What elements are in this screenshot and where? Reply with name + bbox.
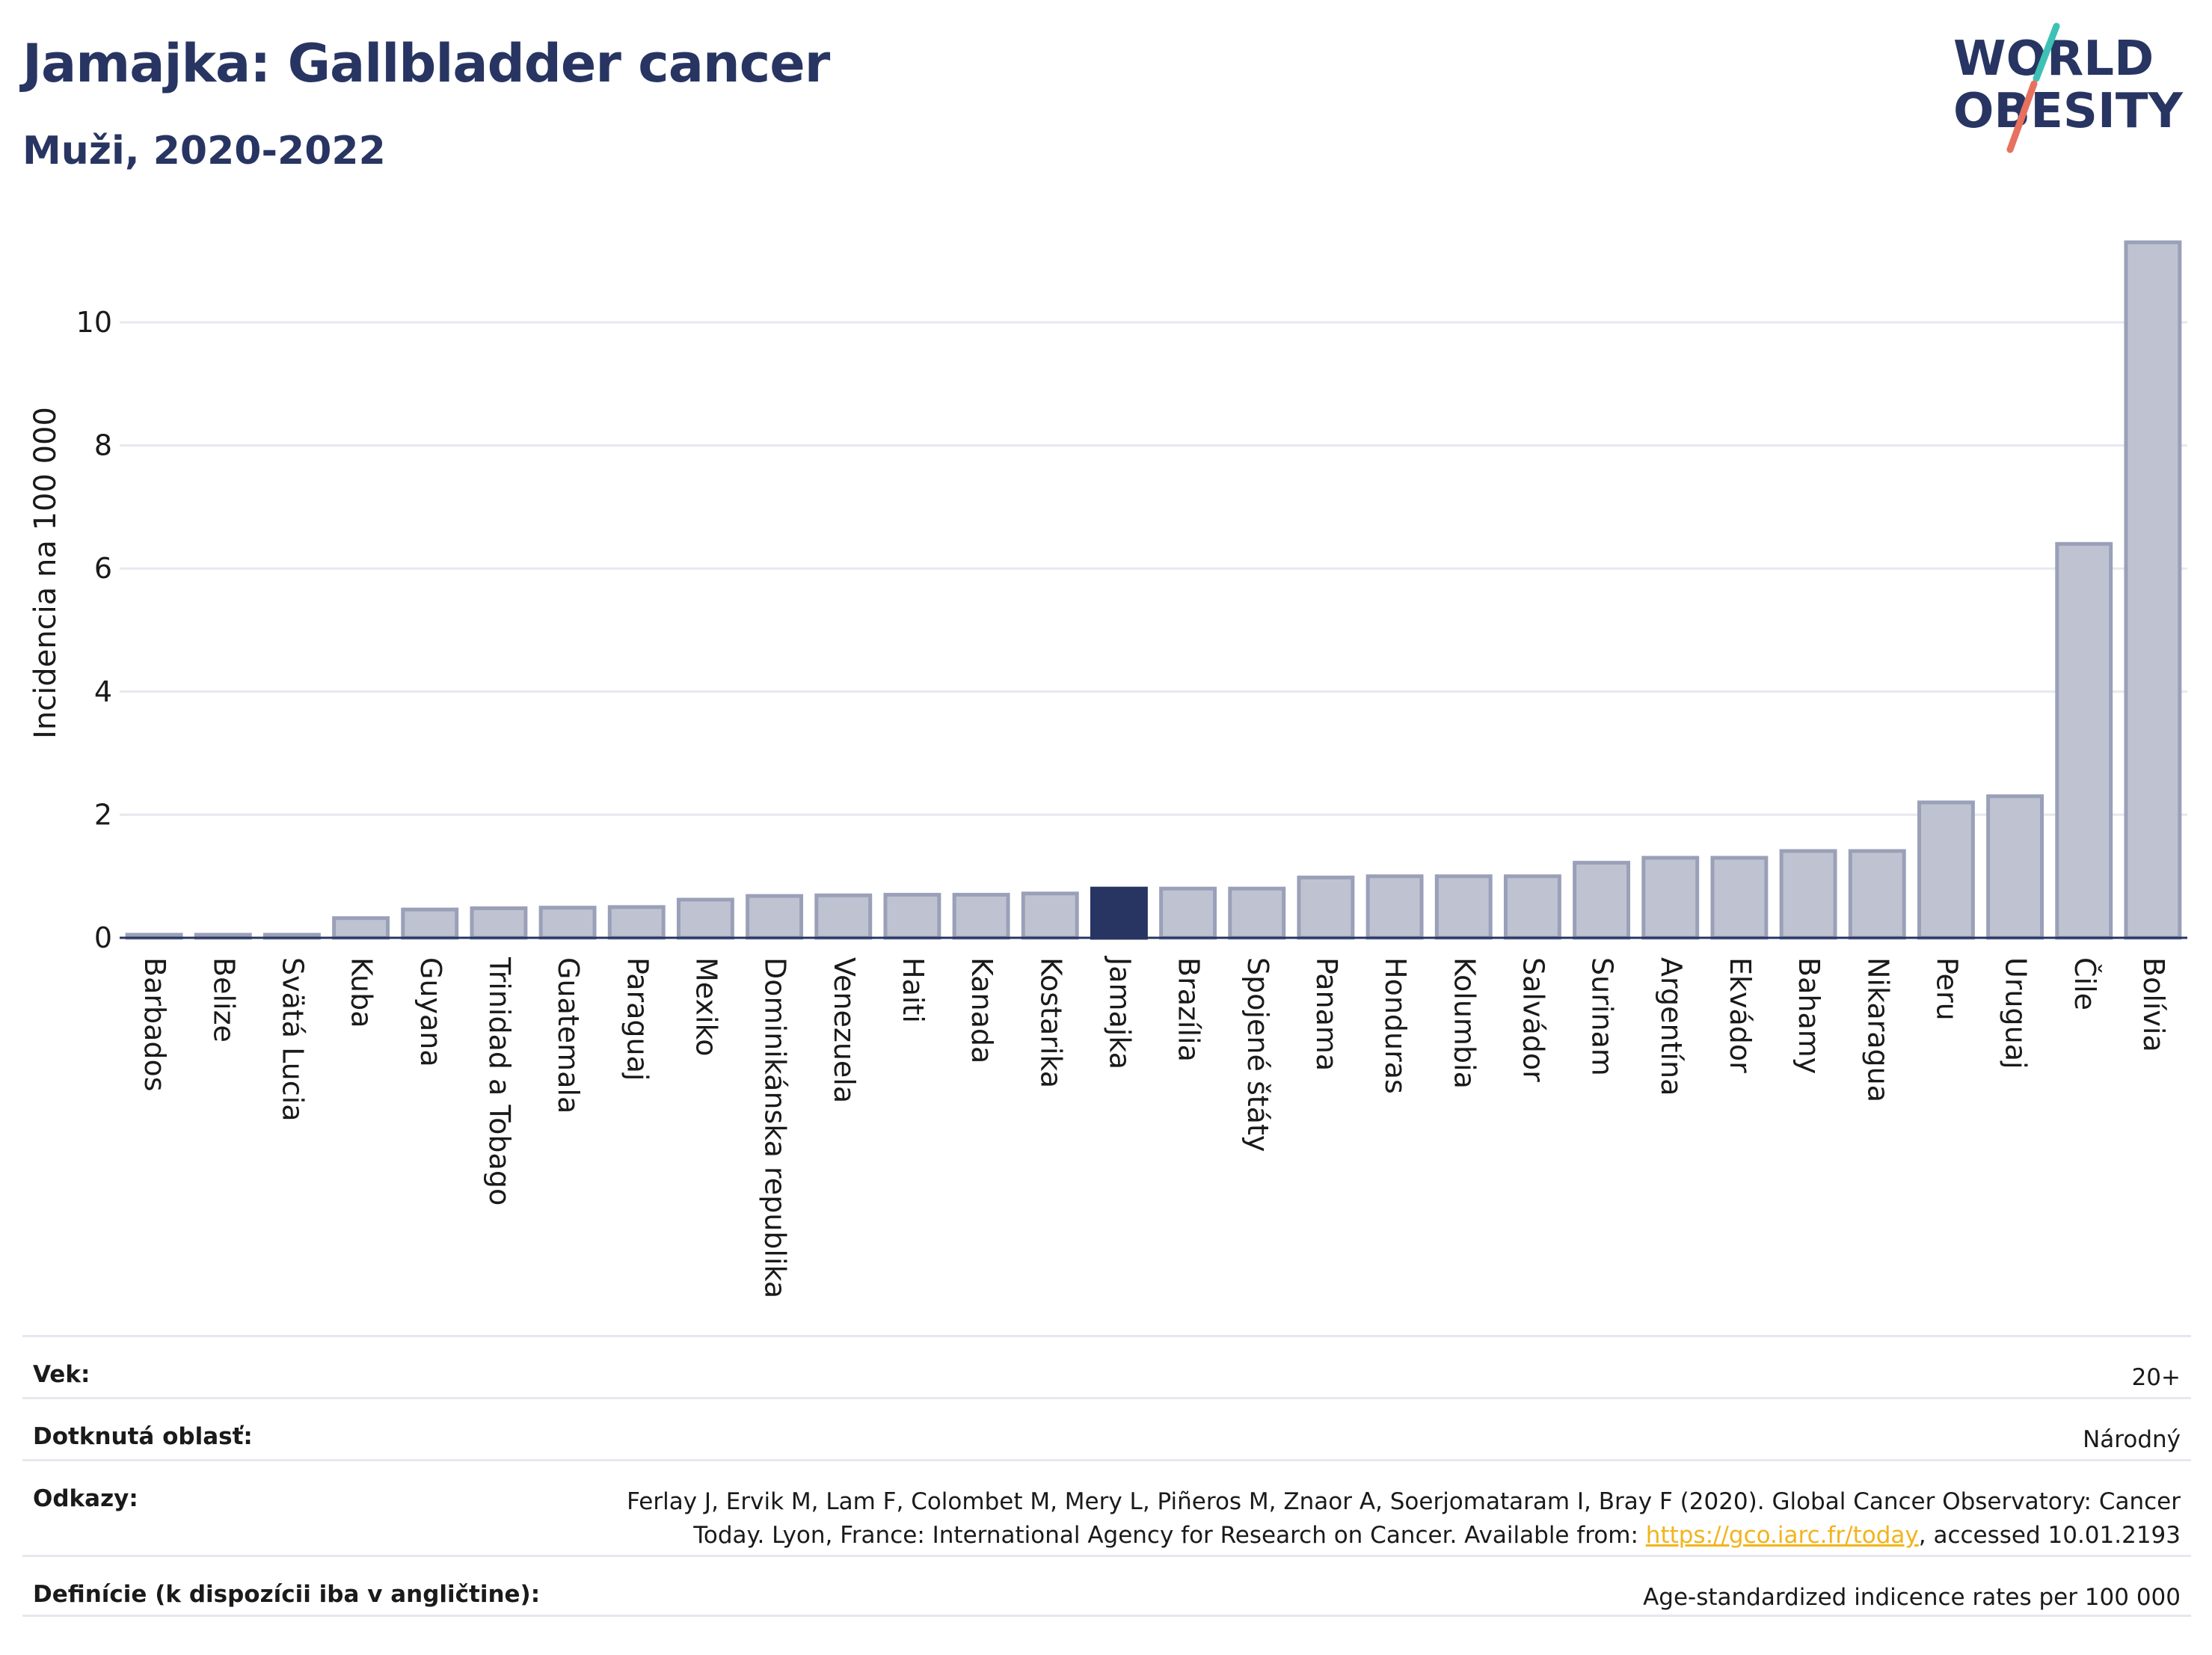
- x-tick-label: Guatemala: [552, 957, 585, 1114]
- chart-title: Jamajka: Gallbladder cancer: [22, 33, 830, 94]
- y-tick-label: 10: [76, 306, 112, 339]
- y-tick-label: 8: [94, 429, 112, 462]
- x-tick-label: Svätá Lucia: [276, 957, 309, 1121]
- x-tick-label: Trinidad a Tobago: [483, 957, 516, 1206]
- x-tick-label: Paraguaj: [621, 957, 654, 1081]
- bar-panama[interactable]: [1297, 875, 1355, 940]
- bar-paraguaj[interactable]: [607, 905, 666, 940]
- x-tick-label: Kanada: [965, 957, 998, 1063]
- x-tick-label: Bahamy: [1792, 957, 1825, 1074]
- logo-line-obesity: OBESITY: [1953, 84, 2183, 139]
- x-tick-label: Panama: [1310, 957, 1343, 1071]
- logo-slash-top: [2033, 22, 2060, 82]
- bar-surinam[interactable]: [1573, 861, 1631, 940]
- bar-spojené-štáty[interactable]: [1228, 886, 1286, 940]
- bar-guyana[interactable]: [401, 907, 459, 940]
- bar-nikaragua[interactable]: [1848, 849, 1906, 940]
- bar-honduras[interactable]: [1365, 874, 1424, 940]
- x-tick-label: Salvádor: [1517, 957, 1549, 1082]
- bar-kuba[interactable]: [332, 916, 390, 940]
- area-label: Dotknutá oblasť:: [33, 1423, 253, 1450]
- bar-salvádor[interactable]: [1503, 874, 1561, 940]
- logo-slash-bottom: [2006, 80, 2038, 153]
- bar-trinidad-a-tobago[interactable]: [470, 906, 528, 940]
- bar-kolumbia[interactable]: [1434, 874, 1493, 940]
- bar-brazília[interactable]: [1159, 886, 1217, 940]
- bar-ekvádor[interactable]: [1710, 856, 1769, 940]
- x-tick-label: Čile: [2068, 957, 2101, 1010]
- x-tick-label: Jamajka: [1103, 956, 1136, 1069]
- x-tick-label: Honduras: [1379, 957, 1412, 1094]
- grid-layer: [120, 321, 2187, 816]
- bar-bahamy[interactable]: [1779, 849, 1837, 940]
- bar-argentína[interactable]: [1641, 856, 1700, 940]
- area-value: Národný: [2083, 1426, 2181, 1453]
- meta-row-age: Vek: 20+: [22, 1335, 2191, 1397]
- bars-layer: [125, 240, 2182, 940]
- chart-subtitle: Muži, 2020-2022: [22, 129, 386, 174]
- bar-haiti[interactable]: [883, 892, 941, 940]
- references-line-1: Ferlay J, Ervik M, Lam F, Colombet M, Me…: [627, 1488, 2181, 1515]
- y-tick-labels: 0 2 4 6 8 10: [76, 306, 112, 954]
- x-tick-label: Belize: [207, 957, 240, 1043]
- bar-čile[interactable]: [2055, 541, 2113, 940]
- bar-jamajka[interactable]: [1090, 886, 1148, 940]
- x-tick-label: Haiti: [897, 957, 930, 1023]
- bar-peru[interactable]: [1917, 800, 1975, 940]
- meta-row-references: Odkazy: Ferlay J, Ervik M, Lam F, Colomb…: [22, 1459, 2191, 1555]
- x-tick-label: Spojené štáty: [1241, 957, 1274, 1152]
- bar-dominikánska-republika[interactable]: [746, 894, 804, 940]
- meta-table: Vek: 20+ Dotknutá oblasť: Národný Odkazy…: [22, 1335, 2191, 1617]
- x-tick-label: Venezuela: [828, 957, 861, 1103]
- bar-guatemala[interactable]: [538, 906, 597, 940]
- meta-row-definitions: Definície (k dispozícii iba v angličtine…: [22, 1555, 2191, 1617]
- bar-kanada[interactable]: [952, 892, 1010, 940]
- y-tick-label: 0: [94, 921, 112, 954]
- x-tick-label: Kolumbia: [1448, 957, 1481, 1089]
- references-link[interactable]: https://gco.iarc.fr/today: [1645, 1522, 1919, 1549]
- age-value: 20+: [2131, 1364, 2181, 1391]
- references-line-2: Today. Lyon, France: International Agenc…: [627, 1519, 2181, 1553]
- references-label: Odkazy:: [33, 1485, 138, 1512]
- world-obesity-logo: WORLD OBESITY: [1953, 22, 2183, 153]
- bar-mexiko[interactable]: [676, 897, 734, 940]
- x-tick-label: Peru: [1930, 957, 1963, 1021]
- bar-bolívia[interactable]: [2124, 240, 2182, 940]
- x-tick-label: Ekvádor: [1724, 957, 1757, 1073]
- meta-row-area: Dotknutá oblasť: Národný: [22, 1397, 2191, 1459]
- bar-chart: 0 2 4 6 8 10 Barbados Belize Svätá Lucia Kuba Guy…: [28, 240, 2187, 1298]
- references-value: Ferlay J, Ervik M, Lam F, Colombet M, Me…: [627, 1461, 2181, 1553]
- definitions-value: Age-standardized indicence rates per 100…: [1643, 1584, 2181, 1611]
- y-axis-label: Incidencia na 100 000: [28, 407, 63, 739]
- y-tick-label: 2: [94, 798, 112, 831]
- x-tick-label: Argentína: [1655, 957, 1688, 1096]
- references-line-2-suffix: , accessed 10.01.2193: [1918, 1522, 2181, 1549]
- x-tick-label: Barbados: [138, 957, 171, 1092]
- x-tick-label: Nikaragua: [1861, 957, 1894, 1102]
- bar-uruguaj[interactable]: [1986, 794, 2044, 940]
- references-line-2-text: Today. Lyon, France: International Agenc…: [693, 1522, 1646, 1549]
- age-label: Vek:: [33, 1361, 90, 1388]
- bar-venezuela[interactable]: [814, 893, 873, 940]
- bar-kostarika[interactable]: [1021, 891, 1079, 940]
- x-tick-label: Kuba: [345, 957, 378, 1028]
- x-tick-label: Bolívia: [2137, 957, 2170, 1052]
- y-tick-label: 4: [94, 675, 112, 708]
- x-tick-label: Guyana: [414, 957, 447, 1067]
- x-tick-label: Dominikánska republika: [759, 957, 792, 1298]
- y-tick-label: 6: [94, 552, 112, 585]
- definitions-label: Definície (k dispozícii iba v angličtine…: [33, 1581, 541, 1608]
- x-tick-label: Mexiko: [689, 957, 722, 1056]
- x-tick-labels: Barbados Belize Svätá Lucia Kuba Guyana Trini…: [138, 956, 2170, 1298]
- x-tick-label: Surinam: [1586, 957, 1619, 1076]
- x-tick-label: Brazília: [1173, 957, 1205, 1062]
- x-tick-label: Uruguaj: [2000, 957, 2033, 1069]
- x-tick-label: Kostarika: [1034, 957, 1067, 1088]
